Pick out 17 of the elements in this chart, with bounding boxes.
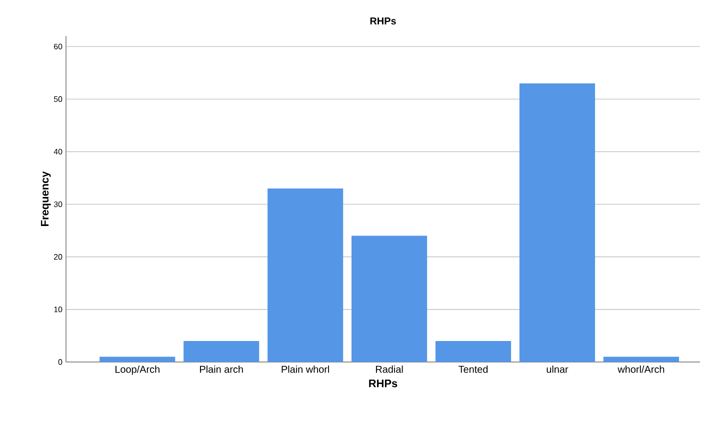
bar: [603, 356, 680, 362]
x-axis-title: RHPs: [369, 380, 398, 388]
bar: [100, 356, 176, 362]
x-tick-label: Tented: [458, 366, 488, 373]
x-tick-label: Plain arch: [200, 366, 243, 373]
x-tick-label: Plain whorl: [282, 366, 330, 373]
bar: [519, 83, 596, 362]
bar: [352, 236, 428, 362]
x-tick-label: Loop/Arch: [115, 366, 160, 375]
bar: [435, 340, 512, 362]
x-tick-label: Radial: [376, 366, 403, 373]
y-axis-title: Frequency: [40, 171, 51, 226]
x-tick-label: whorl/Arch: [618, 366, 664, 373]
chart-title: RHPs: [370, 18, 396, 24]
x-tick-label: ulnar: [546, 366, 568, 373]
bar: [184, 340, 260, 362]
bar: [268, 188, 344, 362]
